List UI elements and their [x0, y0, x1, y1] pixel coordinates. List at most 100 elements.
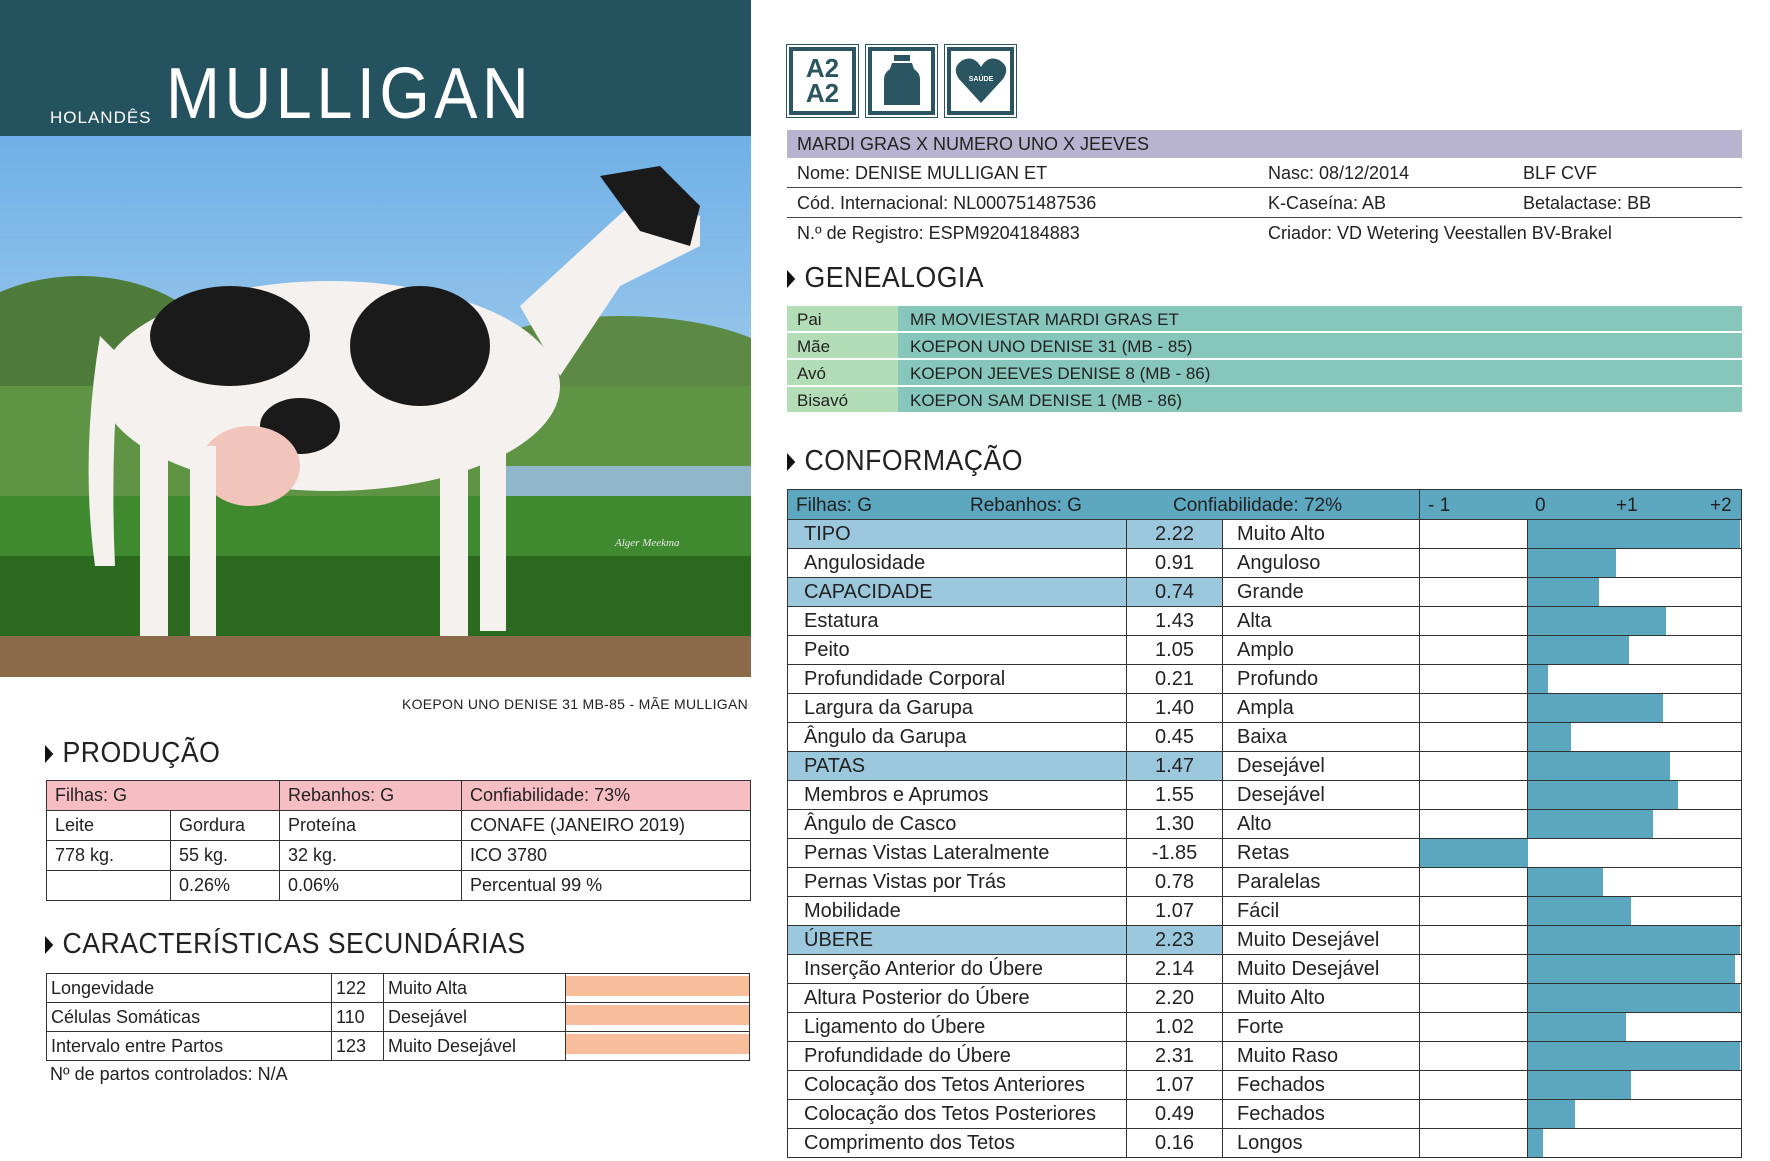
conformation-row: Comprimento dos Tetos 0.16 Longos: [787, 1129, 1742, 1158]
conformation-table: Filhas: G Rebanhos: G Confiabilidade: 72…: [787, 489, 1742, 1158]
trait-desc: Fechados: [1223, 1100, 1420, 1128]
scale-tick-label: - 1: [1428, 495, 1451, 516]
genealogy-value: KOEPON UNO DENISE 31 (MB - 85): [898, 333, 1742, 358]
trait-desc: Forte: [1223, 1013, 1420, 1041]
genealogy-label: Bisavó: [787, 387, 898, 412]
trait-value: 0.45: [1127, 723, 1223, 751]
trait-name: Ângulo de Casco: [788, 810, 1127, 838]
trait-bar: [1528, 607, 1666, 635]
triangle-bullet-icon: [787, 452, 796, 471]
conformation-row: PATAS 1.47 Desejável: [787, 752, 1742, 781]
trait-value: 0.49: [1127, 1100, 1223, 1128]
svg-text:SAÚDE: SAÚDE: [968, 74, 993, 83]
negative-axis-cell: [1420, 926, 1528, 954]
trait-bar: [1528, 926, 1740, 954]
conformation-row: Ligamento do Úbere 1.02 Forte: [787, 1013, 1742, 1042]
trait-desc: Desejável: [1223, 752, 1420, 780]
trait-name: Células Somáticas: [46, 1002, 332, 1032]
conformation-row: Altura Posterior do Úbere 2.20 Muito Alto: [787, 984, 1742, 1013]
trait-name: Ligamento do Úbere: [788, 1013, 1127, 1041]
trait-value: 1.05: [1127, 636, 1223, 664]
trait-desc: Muito Alta: [383, 973, 566, 1003]
negative-axis-cell: [1420, 520, 1528, 548]
trait-desc: Muito Alto: [1223, 520, 1420, 548]
info-row: N.º de Registro: ESPM9204184883 Criador: …: [797, 223, 1612, 243]
conformation-row: CAPACIDADE 0.74 Grande: [787, 578, 1742, 607]
negative-axis-cell: [1420, 868, 1528, 896]
trait-value: -1.85: [1127, 839, 1223, 867]
table-row: Leite Gordura Proteína CONAFE (JANEIRO 2019…: [46, 810, 751, 841]
production-header-row: Filhas: G Rebanhos: G Confiabilidade: 73…: [46, 780, 751, 811]
conformation-row: Estatura 1.43 Alta: [787, 607, 1742, 636]
negative-axis-cell: [1420, 781, 1528, 809]
trait-value: 2.23: [1127, 926, 1223, 954]
genealogy-label: Avó: [787, 360, 898, 385]
trait-desc: Fácil: [1223, 897, 1420, 925]
conformation-row: Ângulo de Casco 1.30 Alto: [787, 810, 1742, 839]
trait-desc: Paralelas: [1223, 868, 1420, 896]
negative-axis-cell: [1420, 665, 1528, 693]
trait-desc: Profundo: [1223, 665, 1420, 693]
trait-value: 123: [331, 1031, 384, 1061]
trait-value: 2.22: [1127, 520, 1223, 548]
trait-name: Profundidade Corporal: [788, 665, 1127, 693]
trait-name: ÚBERE: [788, 926, 1127, 954]
trait-value: 1.30: [1127, 810, 1223, 838]
negative-axis-cell: [1420, 1042, 1528, 1070]
negative-axis-cell: [1420, 984, 1528, 1012]
trait-name: TIPO: [788, 520, 1127, 548]
genealogy-row: Bisavó KOEPON SAM DENISE 1 (MB - 86): [787, 387, 1742, 414]
trait-bar-cell: [565, 1002, 750, 1032]
photo-caption: KOEPON UNO DENISE 31 MB-85 - MÃE MULLIGA…: [401, 696, 748, 712]
trait-bar: [1528, 781, 1678, 809]
trait-name: Pernas Vistas Lateralmente: [788, 839, 1127, 867]
scale-tick-label: 0: [1535, 495, 1546, 516]
trait-value: 0.78: [1127, 868, 1223, 896]
trait-name: Peito: [788, 636, 1127, 664]
trait-name: Altura Posterior do Úbere: [788, 984, 1127, 1012]
triangle-bullet-icon: [45, 935, 54, 954]
trait-desc: Muito Raso: [1223, 1042, 1420, 1070]
trait-value: 1.07: [1127, 1071, 1223, 1099]
trait-bar: [566, 1034, 749, 1054]
trait-bar: [1528, 984, 1740, 1012]
trait-bar: [1528, 1042, 1740, 1070]
negative-axis-cell: [1420, 636, 1528, 664]
conformation-row: Mobilidade 1.07 Fácil: [787, 897, 1742, 926]
trait-value: 0.91: [1127, 549, 1223, 577]
negative-axis-cell: [1420, 1129, 1528, 1157]
trait-value: 0.74: [1127, 578, 1223, 606]
conformation-header: Filhas: G Rebanhos: G Confiabilidade: 72…: [787, 489, 1742, 520]
section-producao-heading: PRODUÇÃO: [45, 737, 220, 770]
trait-bar: [1528, 752, 1670, 780]
trait-desc: Alto: [1223, 810, 1420, 838]
scale-tick-label: +2: [1710, 495, 1732, 516]
trait-bar: [1528, 549, 1616, 577]
trait-value: 0.21: [1127, 665, 1223, 693]
negative-axis-cell: [1420, 1071, 1528, 1099]
trait-name: Largura da Garupa: [788, 694, 1127, 722]
trait-name: Ângulo da Garupa: [788, 723, 1127, 751]
trait-bar: [1528, 520, 1740, 548]
trait-value: 1.55: [1127, 781, 1223, 809]
trait-bar: [1528, 665, 1549, 693]
negative-axis-cell: [1420, 607, 1528, 635]
section-conformacao-heading: CONFORMAÇÃO: [787, 445, 1023, 478]
trait-bar: [1528, 868, 1604, 896]
table-row: 778 kg. 55 kg. 32 kg. ICO 3780: [46, 840, 751, 871]
negative-axis-cell: [1420, 549, 1528, 577]
trait-value: 1.43: [1127, 607, 1223, 635]
trait-bar: [566, 1005, 749, 1025]
conformation-row: ÚBERE 2.23 Muito Desejável: [787, 926, 1742, 955]
trait-name: PATAS: [788, 752, 1127, 780]
trait-name: Angulosidade: [788, 549, 1127, 577]
conformation-row: TIPO 2.22 Muito Alto: [787, 520, 1742, 549]
genealogy-value: MR MOVIESTAR MARDI GRAS ET: [898, 306, 1742, 331]
health-heart-icon: SAÚDE: [944, 44, 1017, 118]
section-secundarias-heading: CARACTERÍSTICAS SECUNDÁRIAS: [45, 928, 526, 961]
production-table: Filhas: G Rebanhos: G Confiabilidade: 73…: [46, 780, 751, 901]
trait-desc: Desejável: [383, 1002, 566, 1032]
genealogy-value: KOEPON JEEVES DENISE 8 (MB - 86): [898, 360, 1742, 385]
trait-name: Estatura: [788, 607, 1127, 635]
trait-desc: Fechados: [1223, 1071, 1420, 1099]
